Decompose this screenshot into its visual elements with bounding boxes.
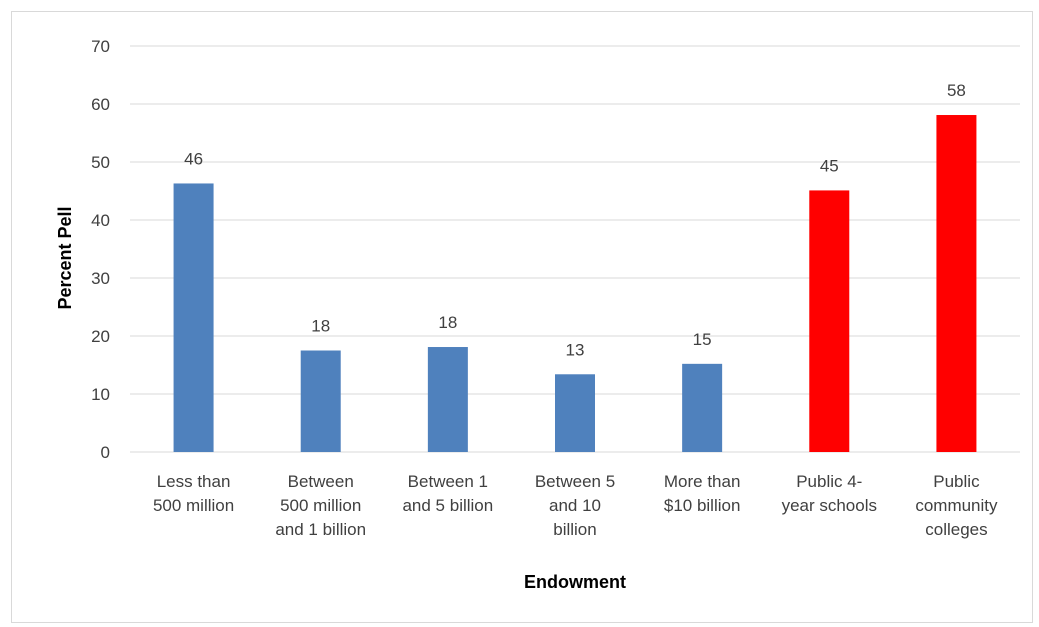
x-tick-label: Less than [157, 472, 231, 491]
x-tick-label: community [915, 496, 998, 515]
x-tick-label: Public 4- [796, 472, 862, 491]
data-label: 46 [184, 149, 203, 168]
bars [173, 115, 977, 453]
x-axis-categories: Less than 500 million Between 500 million an… [153, 472, 998, 539]
y-tick-label: 10 [91, 385, 110, 404]
y-tick-label: 40 [91, 211, 110, 230]
y-tick-label: 50 [91, 153, 110, 172]
x-tick-label: Between 5 [535, 472, 615, 491]
x-tick-label: Between 1 [408, 472, 488, 491]
x-tick-label: and 1 billion [275, 520, 366, 539]
x-tick-label: and 10 [549, 496, 601, 515]
x-tick-label: and 5 billion [402, 496, 493, 515]
bar [682, 363, 723, 452]
x-tick-label: Public [933, 472, 980, 491]
x-tick-label: More than [664, 472, 741, 491]
y-tick-label: 0 [101, 443, 110, 462]
x-tick-label: year schools [782, 496, 877, 515]
x-tick-label: colleges [925, 520, 987, 539]
x-tick-label: 500 million [153, 496, 234, 515]
gridlines [130, 45, 1020, 453]
data-label: 45 [820, 156, 839, 175]
data-label: 18 [311, 317, 330, 336]
bar [427, 347, 468, 452]
data-labels: 46 18 18 13 15 45 58 [184, 81, 966, 359]
x-tick-label: 500 million [280, 496, 361, 515]
bar [555, 374, 595, 452]
data-label: 18 [438, 313, 457, 332]
bar [936, 115, 977, 453]
x-tick-label: $10 billion [664, 496, 741, 515]
x-tick-label: Between [288, 472, 354, 491]
bar [300, 350, 341, 452]
data-label: 58 [947, 81, 966, 100]
y-axis-title: Percent Pell [55, 206, 75, 309]
bar [173, 183, 214, 452]
data-label: 15 [693, 330, 712, 349]
data-label: 13 [566, 340, 585, 359]
x-tick-label: billion [553, 520, 596, 539]
y-axis-ticks: 0 10 20 30 40 50 60 70 [91, 37, 110, 462]
y-tick-label: 30 [91, 269, 110, 288]
y-tick-label: 60 [91, 95, 110, 114]
y-tick-label: 20 [91, 327, 110, 346]
x-axis-title: Endowment [524, 572, 626, 592]
y-tick-label: 70 [91, 37, 110, 56]
bar [809, 190, 850, 453]
